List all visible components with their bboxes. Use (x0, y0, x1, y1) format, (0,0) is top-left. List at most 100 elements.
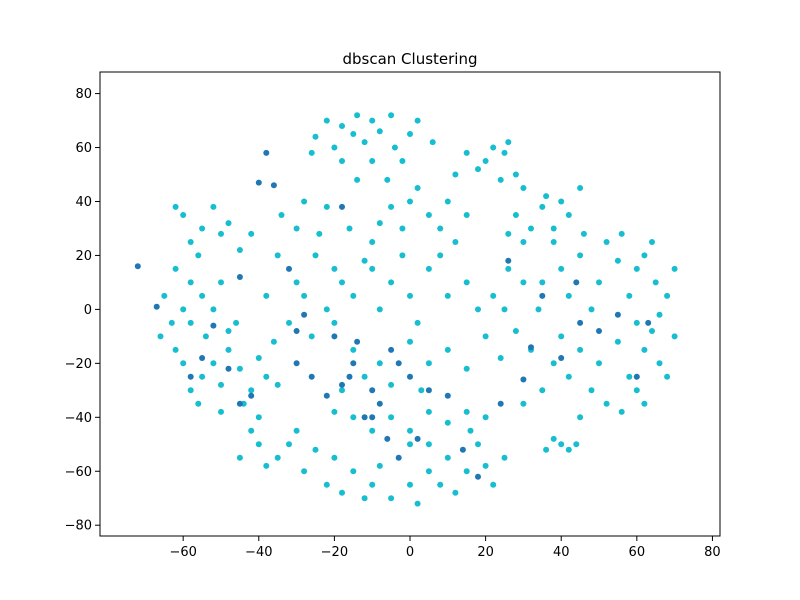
cluster-point (505, 230, 512, 237)
y-axis: −80 −60 −40 −20 0 20 40 60 80 (65, 87, 100, 534)
cluster-point (407, 441, 413, 448)
cluster-point (376, 462, 383, 469)
cluster-point (407, 131, 413, 137)
cluster-point (452, 489, 459, 496)
noise-point (407, 373, 413, 380)
cluster-point (388, 112, 395, 119)
cluster-point (369, 239, 376, 245)
cluster-point (354, 112, 361, 119)
cluster-point (331, 144, 338, 151)
cluster-point (172, 265, 179, 272)
cluster-point (452, 171, 459, 178)
cluster-point (596, 360, 602, 367)
cluster-point (618, 230, 625, 237)
cluster-point (407, 481, 413, 488)
cluster-point (225, 220, 232, 227)
cluster-point (463, 212, 470, 218)
cluster-point (236, 247, 243, 253)
noise-point (361, 414, 368, 421)
cluster-point (187, 387, 194, 394)
y-tick-label: −40 (65, 411, 92, 426)
noise-point (210, 322, 217, 329)
cluster-point (649, 239, 655, 245)
cluster-point (671, 333, 678, 340)
cluster-point (293, 427, 300, 434)
x-tick-label: −60 (169, 545, 196, 560)
noise-point (388, 346, 395, 353)
cluster-point (641, 400, 648, 407)
plot-frame (99, 71, 721, 537)
cluster-point (233, 319, 240, 326)
cluster-point (199, 292, 206, 299)
cluster-point (652, 279, 659, 286)
cluster-point (301, 468, 308, 475)
cluster-point (490, 144, 497, 151)
cluster-point (444, 292, 451, 299)
cluster-point (482, 462, 489, 469)
x-tick-label: −40 (245, 545, 272, 560)
cluster-point (331, 454, 338, 461)
noise-point (293, 328, 300, 334)
noise-point (153, 303, 160, 310)
cluster-point (539, 387, 546, 394)
cluster-point (248, 230, 255, 237)
cluster-point (463, 279, 470, 286)
cluster-point (376, 220, 383, 227)
cluster-point (656, 311, 663, 318)
cluster-point (361, 139, 368, 146)
cluster-point (354, 176, 361, 183)
cluster-point (255, 441, 262, 448)
cluster-point (248, 387, 255, 394)
cluster-point (218, 279, 224, 286)
noise-point (596, 328, 602, 334)
noise-point (350, 360, 357, 367)
noise-point (354, 338, 361, 345)
cluster-point (543, 446, 550, 453)
cluster-point (520, 239, 527, 245)
cluster-point (656, 360, 663, 367)
cluster-point (558, 265, 565, 272)
cluster-point (312, 252, 319, 259)
noise-point (633, 373, 640, 380)
cluster-point (475, 441, 481, 448)
noise-point (444, 392, 451, 399)
cluster-point (388, 414, 395, 421)
cluster-point (388, 279, 395, 286)
noise-point (236, 274, 243, 280)
noise-point (539, 292, 546, 299)
cluster-point (671, 265, 678, 272)
noise-point (459, 446, 466, 453)
noise-point (577, 319, 584, 326)
cluster-point (558, 198, 565, 205)
cluster-point (255, 414, 262, 421)
cluster-point (218, 230, 224, 237)
cluster-point (210, 306, 217, 313)
noise-point (645, 319, 652, 326)
y-tick-label: 20 (75, 249, 92, 264)
noise-point (263, 149, 270, 156)
cluster-point (580, 230, 587, 237)
cluster-point (218, 408, 224, 415)
noise-point (293, 360, 300, 367)
noise-point (573, 279, 580, 286)
noise-point (395, 360, 402, 367)
cluster-point (376, 128, 383, 135)
cluster-point (550, 435, 557, 442)
noise-point (475, 473, 481, 480)
cluster-point (407, 338, 413, 345)
cluster-point (369, 158, 376, 164)
cluster-point (168, 319, 175, 326)
cluster-point (236, 365, 243, 372)
x-tick-label: 80 (704, 545, 721, 560)
noise-point (301, 311, 308, 318)
cluster-point (270, 338, 277, 345)
cluster-point (414, 185, 421, 191)
cluster-point (618, 408, 625, 415)
cluster-point (323, 117, 330, 124)
cluster-point (512, 328, 519, 334)
cluster-point (577, 346, 584, 353)
cluster-point (399, 225, 406, 232)
cluster-point (202, 333, 209, 340)
cluster-point (369, 117, 376, 124)
